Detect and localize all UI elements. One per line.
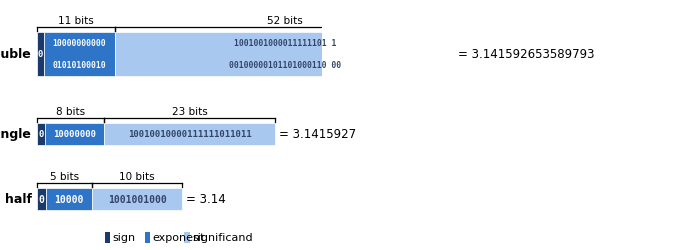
Text: 1001001000: 1001001000 (108, 194, 166, 204)
Text: 5 bits: 5 bits (50, 172, 79, 181)
Text: = 3.1415927: = 3.1415927 (279, 128, 356, 141)
Text: double: double (0, 48, 32, 61)
Bar (184, 232, 190, 243)
Text: 52 bits: 52 bits (267, 16, 303, 26)
Bar (92, 188, 182, 210)
Bar (105, 232, 110, 243)
Bar (104, 124, 275, 146)
Text: significand: significand (193, 232, 253, 242)
Text: exponent: exponent (152, 232, 205, 242)
Text: 1001001000011111101 1: 1001001000011111101 1 (233, 39, 336, 48)
Text: 10010010000111111011011: 10010010000111111011011 (128, 130, 251, 139)
Bar (45, 124, 104, 146)
Bar (37, 188, 46, 210)
Text: single: single (0, 128, 32, 141)
Text: sign: sign (112, 232, 135, 242)
Text: = 3.141592653589793: = 3.141592653589793 (457, 48, 594, 61)
Text: 8 bits: 8 bits (56, 107, 85, 117)
Text: 10000000: 10000000 (53, 130, 96, 139)
Text: 11 bits: 11 bits (59, 16, 94, 26)
Text: 10000000000: 10000000000 (52, 39, 106, 48)
Text: 23 bits: 23 bits (172, 107, 208, 117)
Bar (115, 33, 454, 77)
Bar (144, 232, 150, 243)
Text: 0: 0 (38, 130, 43, 139)
Text: half: half (5, 193, 32, 206)
Bar (46, 188, 92, 210)
Text: 01010100010: 01010100010 (52, 61, 106, 70)
Bar (37, 33, 43, 77)
Text: 00100000101101000110 00: 00100000101101000110 00 (228, 61, 341, 70)
Text: = 3.14: = 3.14 (186, 193, 226, 206)
Text: 10 bits: 10 bits (119, 172, 155, 181)
Text: 10000: 10000 (55, 194, 83, 204)
Bar (43, 33, 115, 77)
Bar (37, 124, 45, 146)
Text: 0: 0 (38, 50, 43, 59)
Text: 0: 0 (39, 194, 45, 204)
